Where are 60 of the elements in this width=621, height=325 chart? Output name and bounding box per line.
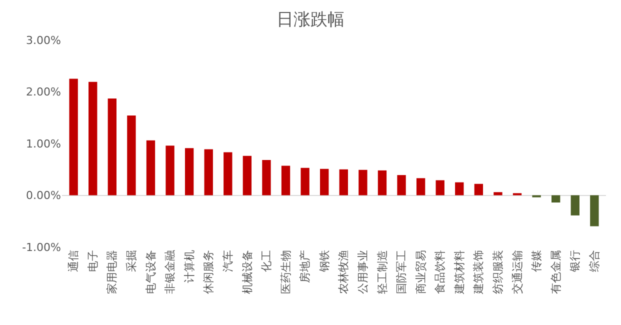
x-tick-label: 交通运输 xyxy=(510,250,524,294)
x-tick-label: 钢铁 xyxy=(318,250,331,274)
x-tick-label: 纺织服装 xyxy=(492,250,505,294)
bar xyxy=(570,195,580,216)
bar xyxy=(204,149,213,196)
bar xyxy=(378,170,387,196)
x-tick-label: 银行 xyxy=(568,250,582,274)
y-tick-label: 0.00% xyxy=(26,189,61,202)
bar xyxy=(224,152,232,196)
bar xyxy=(300,168,310,196)
x-tick-label: 休闲服务 xyxy=(202,250,216,294)
bar xyxy=(455,182,464,196)
y-tick-label: 2.00% xyxy=(26,86,61,99)
x-tick-label: 采掘 xyxy=(125,250,138,272)
bar xyxy=(108,98,116,196)
x-tick-label: 医药生物 xyxy=(279,250,292,294)
x-tick-label: 机械设备 xyxy=(240,250,254,294)
x-tick-label: 化工 xyxy=(260,250,274,272)
x-tick-label: 房地产 xyxy=(298,250,312,284)
bar xyxy=(494,192,502,196)
bar xyxy=(474,184,484,196)
x-tick-label: 有色金属 xyxy=(549,250,562,294)
x-tick-label: 汽车 xyxy=(221,250,234,272)
x-tick-label: 非银金融 xyxy=(164,250,177,294)
bar xyxy=(127,116,136,196)
x-tick-label: 电子 xyxy=(86,250,100,272)
bar xyxy=(281,166,290,196)
bar xyxy=(146,140,156,196)
x-tick-label: 公用事业 xyxy=(356,250,370,294)
bar xyxy=(552,195,560,202)
x-tick-label: 通信 xyxy=(67,250,80,272)
x-tick-label: 传媒 xyxy=(530,250,544,272)
bar xyxy=(320,168,329,196)
x-tick-label: 建筑材料 xyxy=(452,250,466,296)
bar xyxy=(339,169,348,196)
x-tick-label: 建筑装饰 xyxy=(472,250,486,296)
x-tick-label: 商业贸易 xyxy=(414,250,428,294)
x-tick-label: 轻工制造 xyxy=(376,250,389,294)
bar xyxy=(88,82,98,196)
x-tick-label: 国防军工 xyxy=(395,250,408,294)
x-tick-label: 食品饮料 xyxy=(434,250,447,294)
x-tick-label: 计算机 xyxy=(182,250,196,284)
y-tick-label: 3.00% xyxy=(26,34,61,47)
bar xyxy=(358,170,368,196)
y-tick-label: -1.00% xyxy=(22,240,61,254)
bar xyxy=(436,180,444,196)
bar xyxy=(416,178,426,196)
x-tick-label: 家用电器 xyxy=(106,250,119,294)
y-tick-label: 1.00% xyxy=(26,137,61,150)
bar xyxy=(590,195,599,226)
bar xyxy=(69,78,78,196)
bar xyxy=(166,146,174,196)
bar xyxy=(242,156,252,196)
bar xyxy=(184,148,194,196)
chart-title: 日涨跌幅 xyxy=(276,10,344,30)
x-tick-label: 农林牧渔 xyxy=(337,250,350,294)
bar xyxy=(262,160,271,196)
bar xyxy=(397,175,406,196)
x-tick-label: 综合 xyxy=(588,250,602,272)
x-tick-label: 电气设备 xyxy=(144,250,158,294)
